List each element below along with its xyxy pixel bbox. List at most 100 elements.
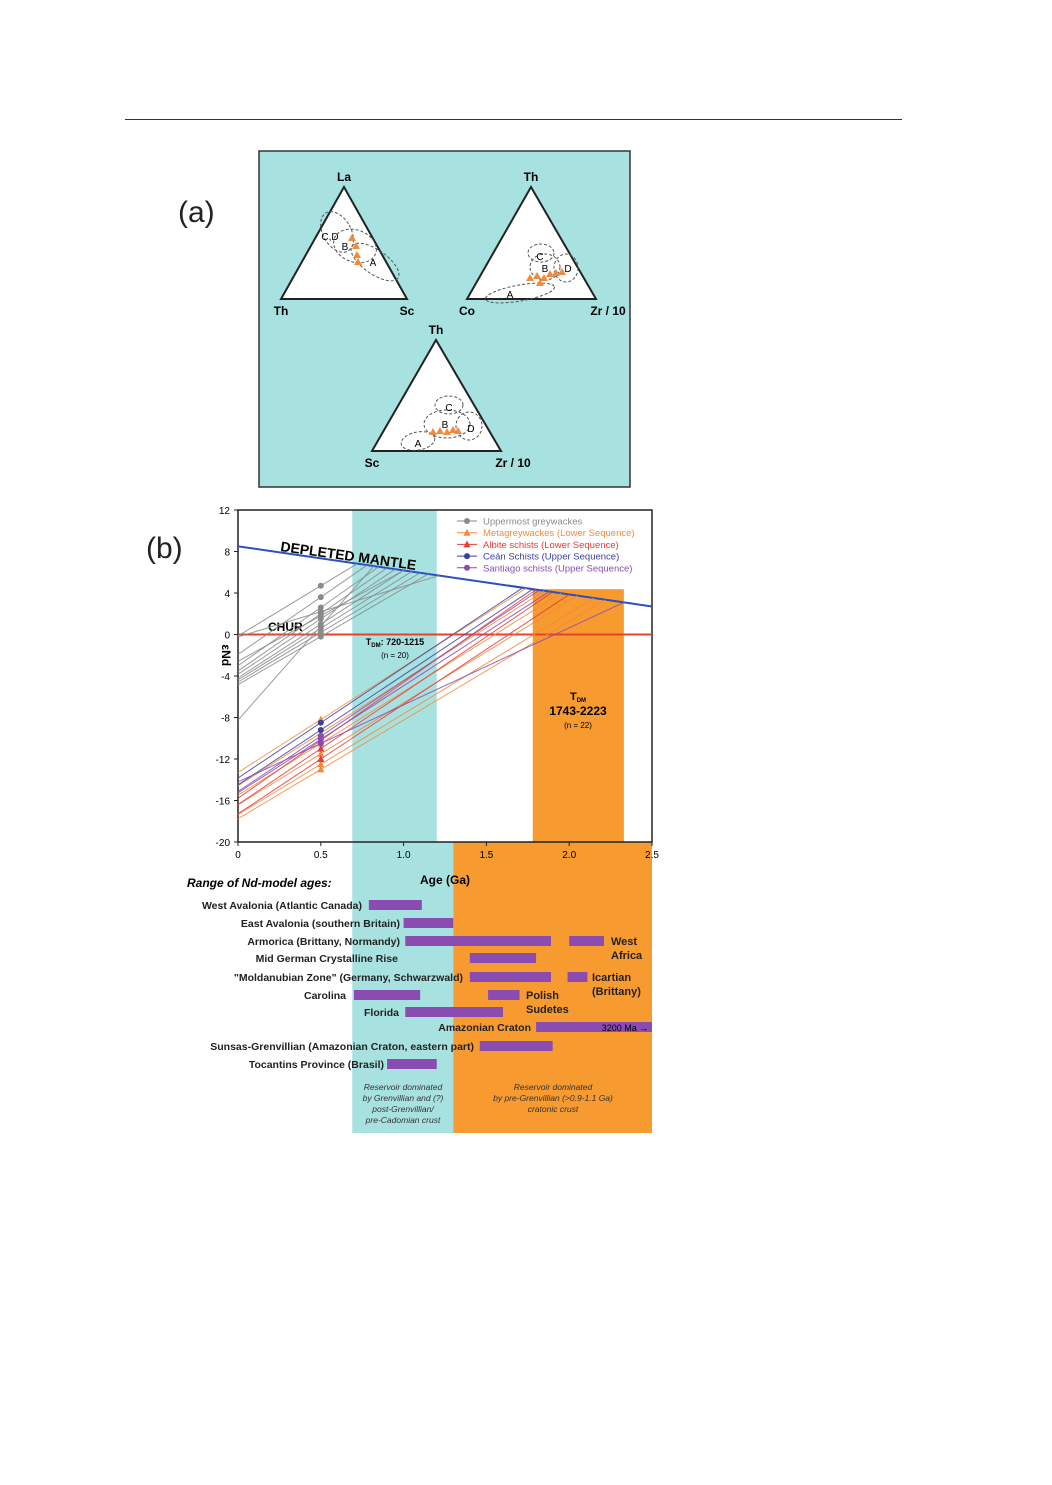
sample-point	[317, 736, 324, 743]
ternary-field	[350, 242, 400, 282]
sample-point	[317, 755, 325, 762]
range-side-label: Africa	[611, 950, 643, 962]
model-age-line	[237, 566, 380, 667]
range-label: Florida	[364, 1007, 399, 1019]
tdm-n: (n = 20)	[381, 651, 409, 660]
ternary-data-point	[536, 279, 544, 286]
legend-marker	[463, 540, 471, 548]
tdm-n: (n = 22)	[564, 721, 592, 730]
range-label: "Moldanubian Zone" (Germany, Schwarzwald…	[234, 972, 463, 984]
model-age-line	[237, 601, 625, 783]
ternary-field-label: B	[342, 242, 349, 253]
depleted-mantle-line	[237, 545, 653, 608]
range-side-label: West	[611, 936, 637, 948]
x-tick-label: 2.5	[645, 850, 659, 861]
ternary-field-label: D	[467, 424, 474, 435]
ternary-data-point	[354, 258, 362, 265]
range-bar	[569, 936, 604, 946]
ternary-field-label: C	[536, 252, 543, 263]
range-bar	[405, 936, 551, 946]
model-age-line	[237, 565, 375, 721]
ternary-data-point	[454, 427, 462, 434]
ternary-triangle	[370, 338, 503, 452]
ternary-field	[527, 243, 555, 263]
model-age-line	[237, 589, 540, 792]
y-tick-label: 0	[224, 631, 230, 642]
ternary-field	[434, 395, 464, 415]
y-tick-label: -12	[216, 755, 231, 766]
range-label: Mid German Crystalline Rise	[256, 953, 399, 965]
range-bar	[405, 1007, 503, 1017]
range-label: East Avalonia (southern Britain)	[241, 918, 400, 930]
ternary-field-label: A	[507, 290, 514, 301]
sample-point	[317, 594, 324, 601]
y-tick-label: -16	[216, 797, 231, 808]
y-tick-label: 8	[224, 548, 230, 559]
reservoir-band-pregrenvillian	[453, 842, 652, 1133]
legend-label: Santiago schists (Upper Sequence)	[483, 563, 632, 574]
tdm-range: 1743-2223	[549, 704, 607, 718]
model-age-line	[237, 575, 440, 638]
y-tick-label: 12	[219, 506, 231, 517]
x-tick-label: 2.0	[562, 850, 576, 861]
ternary-top-label: La	[337, 170, 351, 184]
ternary-data-point	[526, 274, 534, 281]
model-age-line	[237, 568, 396, 675]
x-tick-label: 1.5	[479, 850, 493, 861]
range-bar	[567, 972, 588, 982]
sample-point	[317, 719, 324, 726]
ternary-field-label: A	[415, 439, 422, 450]
legend-label: Albite schists (Lower Sequence)	[483, 540, 619, 551]
range-side-label: (Brittany)	[592, 986, 641, 998]
ternary-data-point	[558, 268, 566, 275]
ternary-left-label: Co	[459, 304, 475, 318]
model-age-line	[237, 573, 429, 686]
model-age-line	[237, 588, 534, 786]
reservoir-note: by Grenvillian and (?)	[363, 1093, 444, 1103]
ternary-field	[320, 211, 354, 253]
sample-point	[317, 749, 325, 757]
ternary-field	[553, 253, 579, 283]
ternary-data-point	[429, 428, 437, 435]
y-tick-label: -8	[221, 714, 230, 725]
ternary-right-label: Sc	[400, 304, 415, 318]
range-label: Tocantins Province (Brasil)	[249, 1059, 384, 1071]
sample-point	[317, 744, 325, 752]
ternary-field	[333, 228, 377, 264]
range-label: Sunsas-Grenvillian (Amazonian Craton, ea…	[210, 1041, 474, 1053]
tdm-label: TDM	[570, 691, 586, 704]
range-label: Carolina	[304, 990, 346, 1002]
y-tick-label: -20	[216, 838, 231, 849]
x-tick-label: 0	[235, 850, 241, 861]
ternary-data-point	[353, 251, 361, 258]
ternary-field-label: D	[564, 264, 571, 275]
ternary-right-label: Zr / 10	[590, 304, 626, 318]
x-axis-label: Age (Ga)	[420, 873, 470, 887]
legend-marker	[464, 518, 470, 524]
ternary-field	[455, 411, 483, 441]
model-age-line	[237, 590, 545, 787]
ternary-data-point	[436, 427, 444, 434]
ternary-top-label: Th	[524, 170, 539, 184]
model-age-line	[237, 599, 606, 820]
model-age-line	[237, 594, 570, 815]
sample-point	[317, 726, 324, 733]
range-label: Amazonian Craton	[438, 1022, 531, 1034]
y-tick-label: 4	[224, 589, 230, 600]
ternary-field-label: B	[542, 264, 549, 275]
model-age-line	[237, 564, 368, 655]
model-age-line	[237, 571, 413, 681]
range-bar	[469, 953, 537, 963]
ternary-data-point	[348, 234, 356, 241]
model-age-line	[237, 597, 595, 815]
ternary-field-label: C	[445, 403, 452, 414]
ternary-right-label: Zr / 10	[495, 456, 531, 470]
sample-point	[317, 629, 324, 636]
tdm-band-old	[532, 589, 624, 842]
range-bar	[387, 1059, 437, 1069]
reservoir-note: post-Grenvillian/	[371, 1104, 435, 1114]
ternary-data-point	[352, 242, 360, 249]
